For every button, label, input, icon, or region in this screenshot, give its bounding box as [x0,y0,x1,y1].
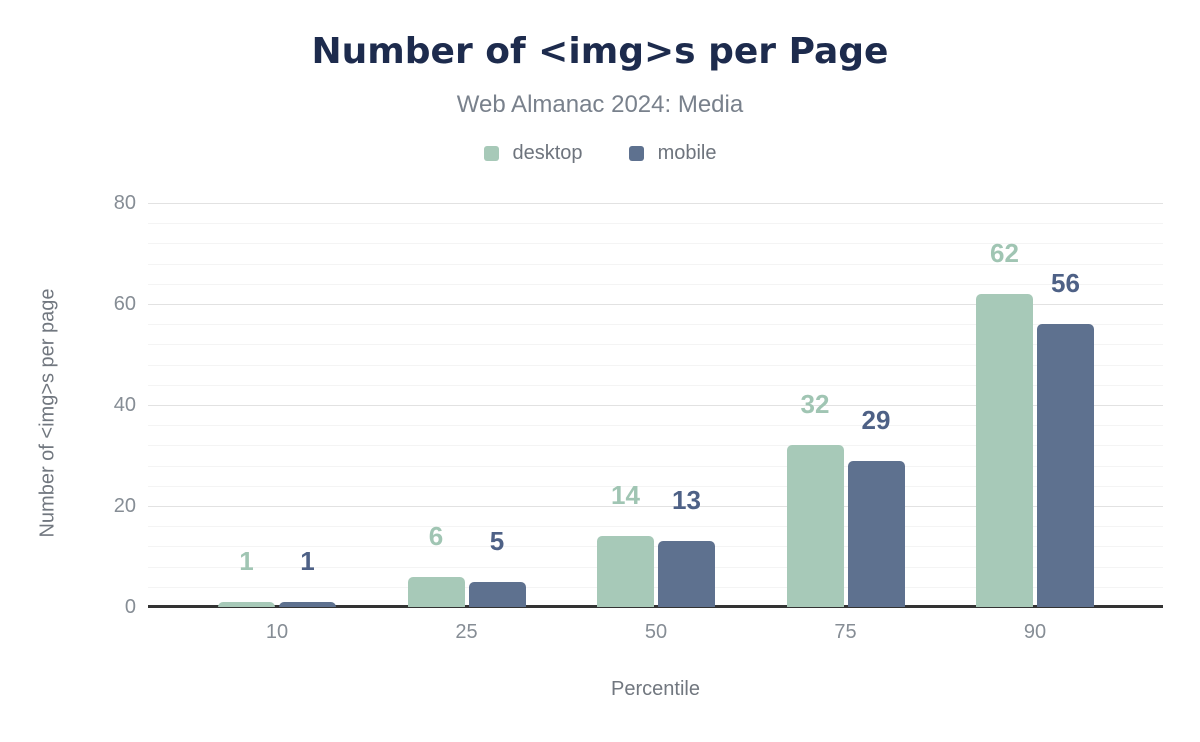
bar-value-label-desktop: 6 [428,521,444,551]
bar-mobile [847,461,905,607]
bar-value-label-desktop: 62 [990,238,1019,268]
major-gridline [148,405,1163,406]
minor-gridline [148,586,1163,588]
legend-label-desktop: desktop [512,142,583,164]
minor-gridline [148,364,1163,366]
minor-gridline [148,485,1163,487]
minor-gridline [148,243,1163,245]
plot-region: 1 1 6 5 14 13 32 29 62 56 [148,203,1163,608]
legend-label-mobile: mobile [657,142,717,164]
bar-mobile [468,582,526,607]
bar-desktop [407,577,465,607]
chart-legend: desktop mobile [0,142,1200,165]
minor-gridline [148,425,1163,427]
minor-gridline [148,344,1163,346]
bar-value-label-mobile: 13 [672,485,701,515]
bar-mobile [658,541,715,607]
bar-desktop [597,536,654,607]
bar-desktop [786,445,844,607]
y-tick-label: 80 [113,192,136,214]
bar-mobile [1037,324,1094,607]
desktop-swatch-icon [483,146,499,161]
minor-gridline [148,445,1163,447]
chart-title: Number of <img>s per Page [311,31,889,72]
x-axis-line [148,605,1163,608]
legend-item-desktop: desktop [483,142,583,165]
minor-gridline [148,263,1163,265]
bar-value-label-mobile: 56 [1051,268,1080,298]
legend-item-mobile: mobile [628,142,717,165]
bar-value-label-desktop: 32 [800,389,830,419]
x-tick-label: 90 [1023,621,1047,643]
y-tick-label: 0 [124,596,136,618]
y-tick-label: 60 [113,293,136,315]
y-tick-label: 20 [113,495,136,517]
major-gridline [148,506,1163,507]
bar-desktop [976,294,1033,607]
minor-gridline [148,465,1163,467]
minor-gridline [148,283,1163,285]
major-gridline [148,203,1163,204]
x-tick-label: 10 [265,621,289,643]
bar-desktop [218,602,275,607]
bar-value-label-mobile: 1 [300,546,315,576]
bar-value-label-desktop: 14 [611,480,640,510]
x-axis-title: Percentile [611,678,700,700]
chart-subtitle: Web Almanac 2024: Media [456,91,744,118]
bar-mobile [279,602,336,607]
mobile-swatch-icon [628,146,644,161]
minor-gridline [148,546,1163,548]
y-axis-title: Number of <img>s per page [36,288,59,538]
minor-gridline [148,324,1163,326]
x-tick-label: 75 [834,621,857,643]
bar-value-label-mobile: 29 [861,405,891,435]
bar-value-label-desktop: 1 [239,546,254,576]
minor-gridline [148,223,1163,225]
minor-gridline [148,526,1163,528]
y-tick-label: 40 [113,394,136,416]
minor-gridline [148,566,1163,568]
major-gridline [148,304,1163,305]
bar-value-label-mobile: 5 [489,526,505,556]
x-tick-label: 50 [644,621,668,643]
minor-gridline [148,384,1163,386]
x-tick-label: 25 [455,621,478,643]
